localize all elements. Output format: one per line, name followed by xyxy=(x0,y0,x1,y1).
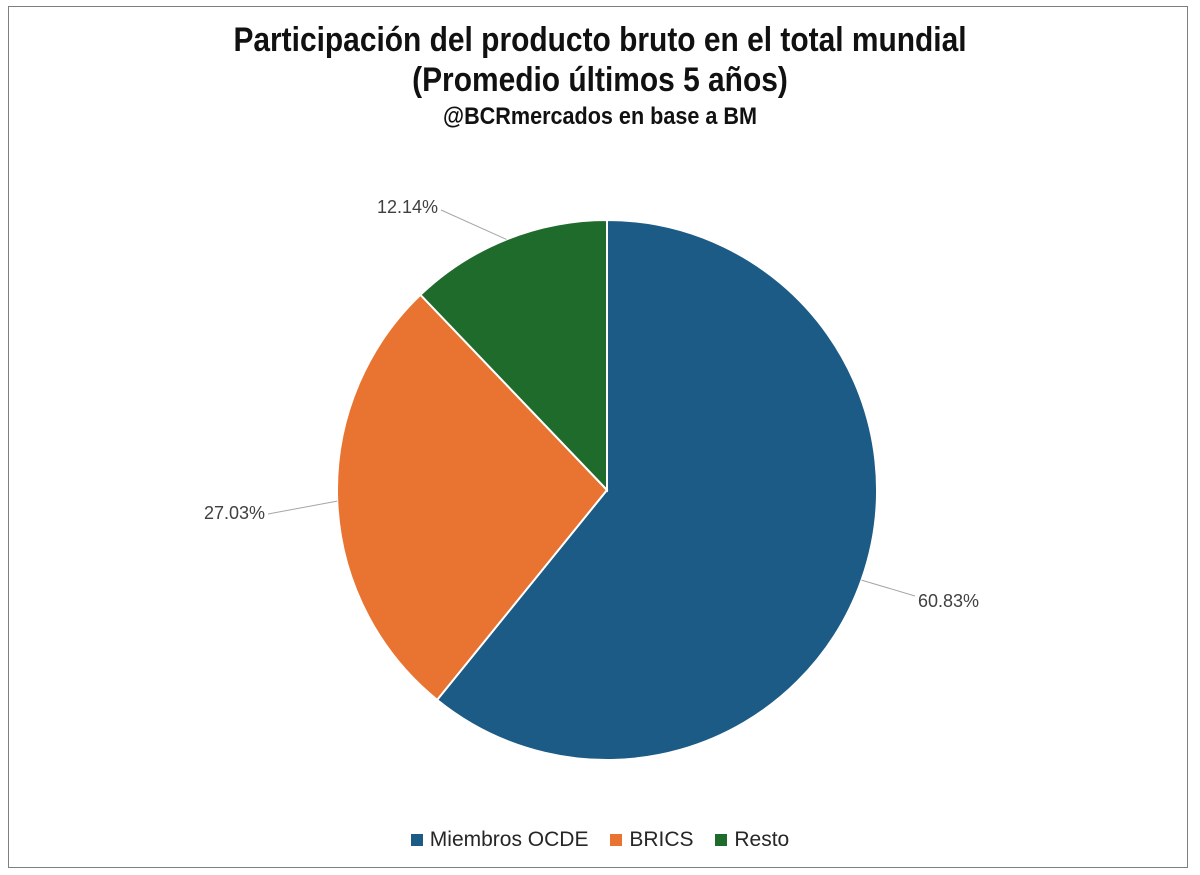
leader-line xyxy=(267,500,338,515)
chart-source: @BCRmercados en base a BM xyxy=(443,103,757,130)
legend-item-resto: Resto xyxy=(715,828,789,852)
chart-legend: Miembros OCDE BRICS Resto xyxy=(0,828,1200,852)
legend-label-ocde: Miembros OCDE xyxy=(429,828,589,851)
legend-item-brics: BRICS xyxy=(610,828,694,852)
chart-subtitle: (Promedio últimos 5 años) xyxy=(412,61,788,99)
legend-swatch-ocde xyxy=(410,834,423,846)
chart-titles: Participación del producto bruto en el t… xyxy=(0,20,1200,134)
legend-item-ocde: Miembros OCDE xyxy=(410,828,589,852)
data-label-brics: 27.03% xyxy=(204,503,265,523)
leader-line xyxy=(861,579,916,597)
data-label-ocde: 60.83% xyxy=(918,591,979,611)
leader-line xyxy=(440,209,507,240)
legend-label-brics: BRICS xyxy=(629,828,694,851)
legend-swatch-brics xyxy=(610,834,623,846)
legend-label-resto: Resto xyxy=(734,828,790,851)
slice-resto xyxy=(419,218,608,493)
legend-swatch-resto xyxy=(715,834,728,846)
chart-title: Participación del producto bruto en el t… xyxy=(233,21,967,59)
slice-brics xyxy=(336,293,609,702)
data-label-resto: 12.14% xyxy=(377,197,438,217)
